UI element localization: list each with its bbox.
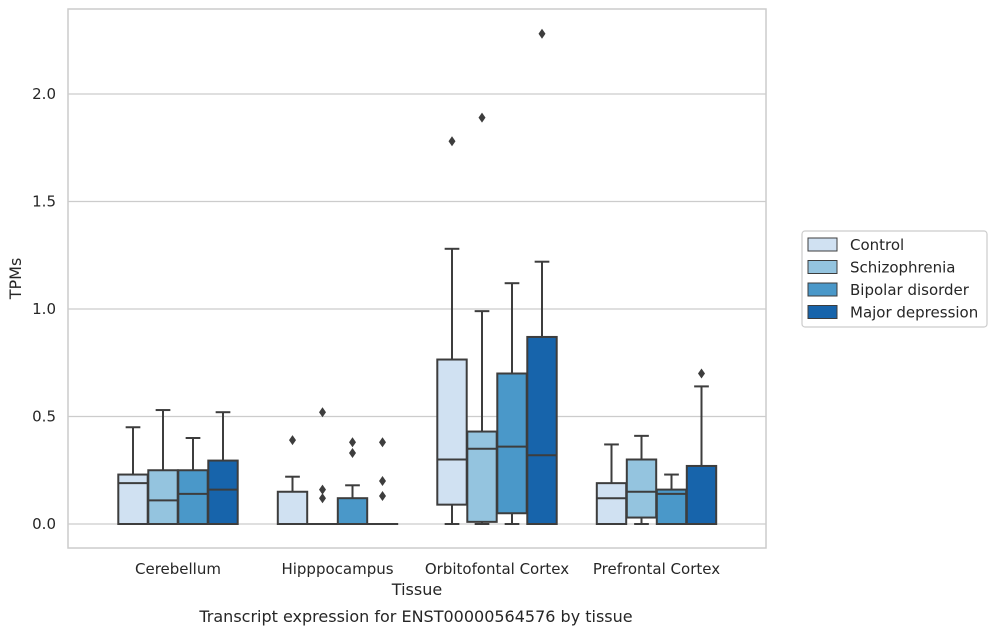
x-tick-labels: Cerebellum Hipppocampus Orbitofontal Corte…: [135, 560, 720, 578]
box-iqr: [466, 430, 498, 523]
x-tick-label: Hipppocampus: [281, 560, 393, 578]
y-axis-label: TPMs: [6, 258, 25, 301]
y-tick-label: 0.0: [32, 515, 56, 533]
box-major-depression: [526, 28, 558, 526]
outlier-point: [379, 491, 386, 502]
box-schizophrenia: [306, 407, 339, 526]
box-iqr: [685, 464, 718, 526]
box-iqr: [526, 335, 558, 526]
outlier-point: [319, 484, 326, 495]
outlier-point: [289, 435, 296, 446]
box-groups: [117, 28, 718, 526]
legend-swatch: [807, 282, 838, 297]
box-control: [276, 435, 309, 525]
box-iqr: [436, 358, 468, 506]
legend-label: Major depression: [850, 304, 978, 322]
legend-swatch: [807, 305, 838, 319]
plot-frame: [67, 8, 767, 549]
y-tick-label: 2.0: [32, 85, 56, 103]
box-iqr: [177, 469, 209, 525]
box-iqr: [207, 459, 239, 526]
box-schizophrenia: [147, 409, 179, 525]
box-major-depression: [366, 437, 399, 526]
box-control: [436, 136, 468, 525]
legend-label: Schizophrenia: [850, 259, 955, 277]
x-axis-label: Tissue: [391, 580, 442, 599]
legend-label: Bipolar disorder: [850, 281, 970, 299]
box-iqr: [117, 473, 149, 525]
outlier-point: [379, 476, 386, 486]
outlier-point: [478, 112, 486, 123]
box-major-depression: [685, 368, 718, 526]
legend-frame: [801, 230, 988, 328]
box-control: [117, 426, 149, 525]
y-tick-label: 0.5: [32, 408, 56, 426]
box-bipolar-disorder: [336, 437, 369, 526]
box-schizophrenia: [625, 434, 658, 525]
box-bipolar-disorder: [496, 282, 528, 525]
figure-caption: Transcript expression for ENST0000056457…: [198, 607, 632, 626]
y-tick-label: 1.5: [32, 193, 56, 211]
box-iqr: [625, 458, 658, 519]
outlier-point: [349, 448, 356, 459]
outlier-point: [319, 407, 326, 418]
outlier-point: [538, 28, 546, 39]
x-tick-label: Prefrontal Cortex: [593, 560, 720, 578]
outlier-point: [319, 493, 326, 504]
outlier-point: [448, 136, 456, 147]
box-iqr: [276, 490, 309, 525]
box-bipolar-disorder: [177, 437, 209, 525]
box-schizophrenia: [466, 112, 498, 525]
outlier-point: [698, 368, 705, 379]
box-control: [595, 443, 628, 525]
y-tick-label: 1.0: [32, 300, 56, 318]
box-bipolar-disorder: [655, 473, 688, 526]
outlier-point: [379, 437, 386, 448]
x-tick-label: Orbitofontal Cortex: [425, 560, 569, 578]
box-iqr: [496, 372, 528, 515]
legend-swatch: [807, 237, 838, 252]
y-tick-labels: 0.0 0.5 1.0 1.5 2.0: [32, 85, 56, 533]
outlier-point: [349, 437, 356, 448]
legend-label: Control: [850, 236, 904, 254]
box-iqr: [655, 488, 688, 526]
grid-lines: [68, 93, 766, 525]
x-tick-label: Cerebellum: [135, 560, 221, 578]
box-major-depression: [207, 411, 239, 526]
legend-swatch: [807, 260, 838, 274]
legend: Control Schizophrenia Bipolar disorder Majo…: [801, 230, 988, 328]
box-iqr: [595, 482, 628, 525]
box-iqr: [147, 469, 179, 525]
box-iqr: [336, 497, 369, 526]
